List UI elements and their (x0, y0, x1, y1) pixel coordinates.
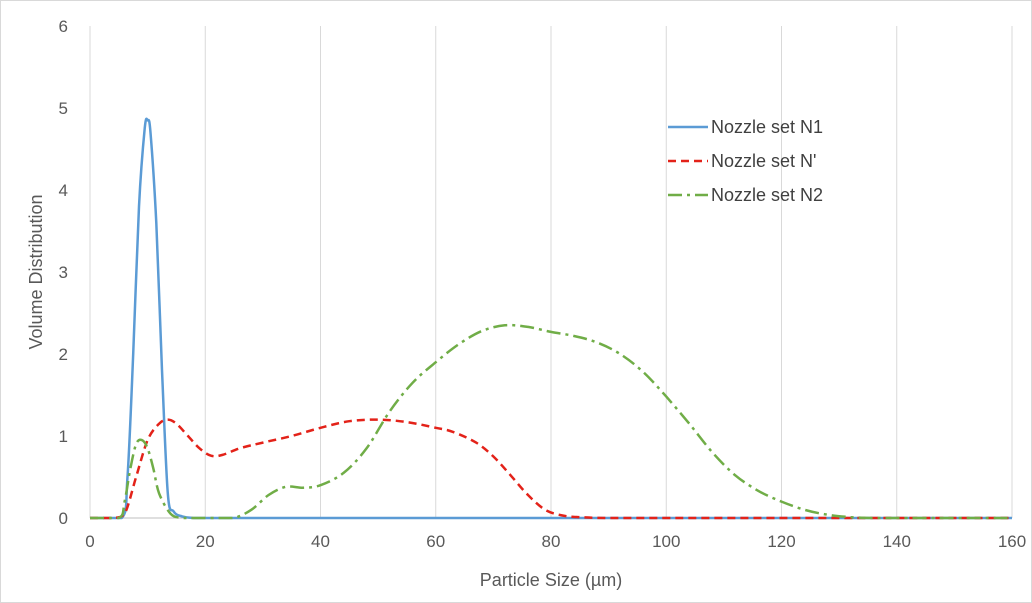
series-line-2 (90, 418, 1012, 520)
y-tick-labels: 0 1 2 3 4 5 6 (59, 17, 68, 528)
x-tick-label: 60 (426, 532, 445, 551)
x-tick-label: 40 (311, 532, 330, 551)
x-tick-label: 140 (883, 532, 911, 551)
legend-label-1: Nozzle set N1 (711, 117, 823, 137)
series-line-3 (90, 323, 1012, 520)
y-tick-label: 6 (59, 17, 68, 36)
x-tick-label: 0 (85, 532, 94, 551)
x-tick-label: 20 (196, 532, 215, 551)
x-tick-label: 100 (652, 532, 680, 551)
legend: Nozzle set N1 Nozzle set N' Nozzle set N2 (668, 117, 823, 205)
y-axis-title: Volume Distribution (26, 194, 46, 349)
x-axis-title: Particle Size (µm) (480, 570, 622, 590)
series-lines (90, 117, 1012, 520)
series-line-1 (90, 117, 1012, 520)
x-tick-labels: 0 20 40 60 80 100 120 140 160 (85, 532, 1026, 551)
y-tick-label: 0 (59, 509, 68, 528)
y-tick-label: 4 (59, 181, 68, 200)
x-tick-label: 160 (998, 532, 1026, 551)
y-tick-label: 5 (59, 99, 68, 118)
y-tick-label: 3 (59, 263, 68, 282)
gridlines (204, 26, 1013, 518)
legend-label-3: Nozzle set N2 (711, 185, 823, 205)
y-tick-label: 2 (59, 345, 68, 364)
y-tick-label: 1 (59, 427, 68, 446)
x-tick-label: 120 (767, 532, 795, 551)
x-tick-label: 80 (542, 532, 561, 551)
legend-label-2: Nozzle set N' (711, 151, 816, 171)
